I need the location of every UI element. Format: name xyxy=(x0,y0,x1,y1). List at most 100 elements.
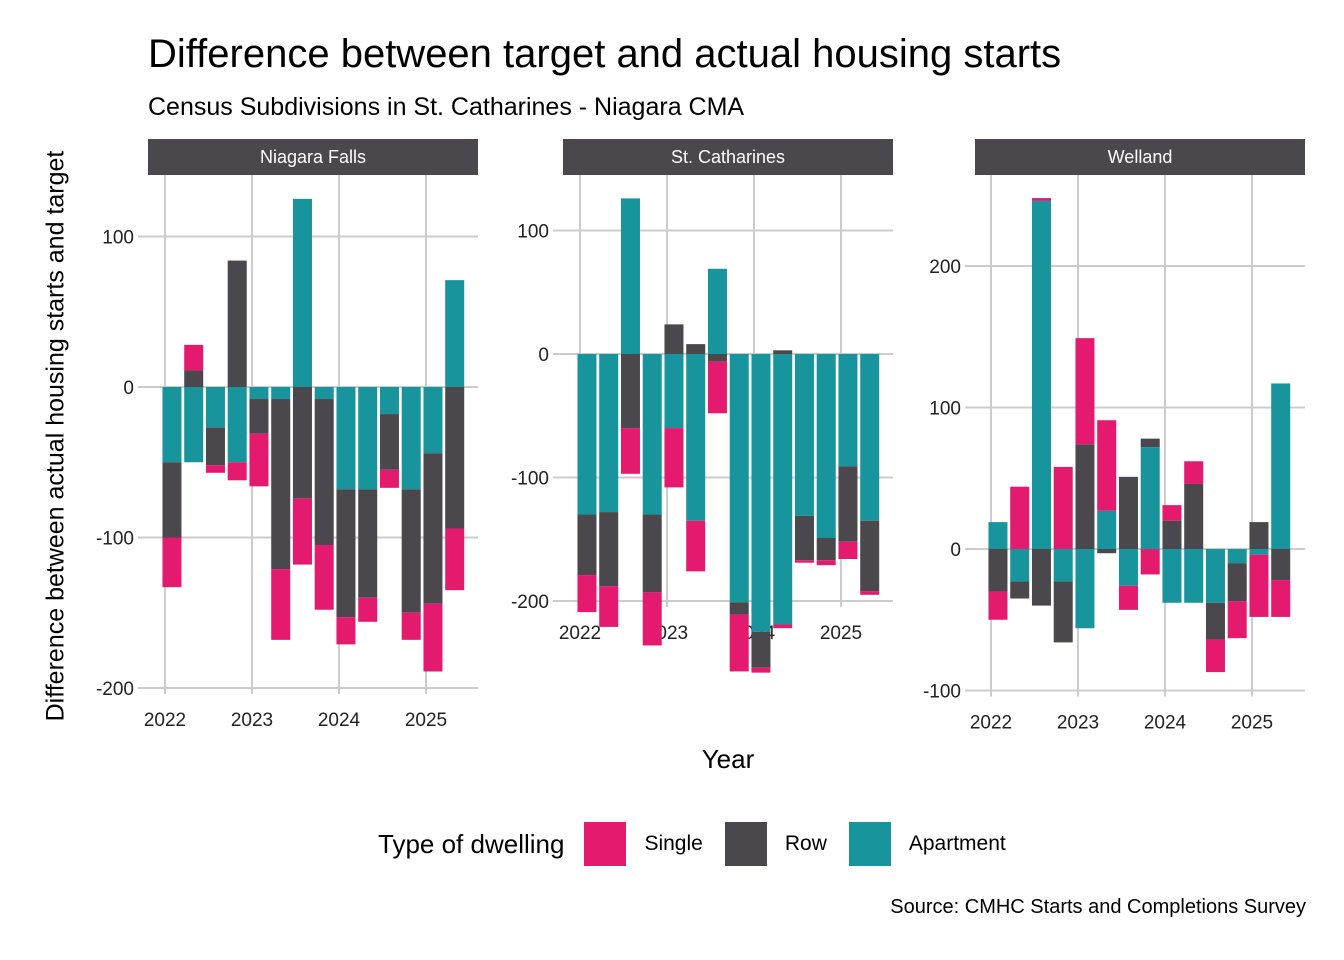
bar-st-catharines-apartment-2 xyxy=(620,198,640,354)
bar-niagara-falls-single-11 xyxy=(401,612,421,640)
bar-welland-single-3 xyxy=(1053,466,1073,549)
y-tick-label: 100 xyxy=(929,399,961,420)
x-tick-label: 2022 xyxy=(970,713,1012,734)
bar-st-catharines-row-6 xyxy=(707,354,727,362)
bar-st-catharines-single-0 xyxy=(577,575,597,613)
bar-welland-apartment-9 xyxy=(1184,549,1204,603)
bar-st-catharines-apartment-4 xyxy=(664,354,684,429)
bar-niagara-falls-row-6 xyxy=(292,387,312,499)
bar-st-catharines-apartment-1 xyxy=(599,354,619,513)
legend-label-single: Single xyxy=(644,832,703,855)
bar-niagara-falls-single-7 xyxy=(314,545,334,610)
bar-niagara-falls-single-0 xyxy=(162,537,182,588)
legend-key-row xyxy=(724,822,767,866)
bar-niagara-falls-apartment-3 xyxy=(227,387,247,463)
y-tick-label: 200 xyxy=(929,257,961,278)
bar-st-catharines-row-9 xyxy=(773,350,793,354)
bar-st-catharines-single-9 xyxy=(773,624,793,629)
bar-niagara-falls-single-10 xyxy=(379,469,399,488)
bar-st-catharines-row-4 xyxy=(664,324,684,354)
bar-welland-single-8 xyxy=(1162,505,1182,521)
bar-welland-row-1 xyxy=(1010,581,1030,599)
bar-niagara-falls-single-5 xyxy=(271,569,291,640)
legend-key-apartment xyxy=(848,822,891,866)
bar-welland-single-13 xyxy=(1271,580,1291,617)
bar-st-catharines-apartment-8 xyxy=(751,354,771,632)
bar-welland-apartment-4 xyxy=(1075,549,1095,629)
x-tick-label: 2022 xyxy=(559,623,601,644)
x-tick-label: 2025 xyxy=(405,710,447,731)
x-tick-label: 2024 xyxy=(318,710,361,731)
bar-welland-single-4 xyxy=(1075,338,1095,445)
legend-title: Type of dwelling xyxy=(378,828,565,859)
bar-niagara-falls-row-1 xyxy=(184,370,204,387)
bar-st-catharines-apartment-13 xyxy=(860,354,880,521)
bar-niagara-falls-single-9 xyxy=(358,597,378,622)
bar-welland-single-11 xyxy=(1227,601,1247,639)
facet-strip-niagara-falls xyxy=(148,139,478,175)
bar-st-catharines-single-7 xyxy=(729,614,749,672)
bar-welland-single-10 xyxy=(1205,639,1225,673)
bar-welland-row-8 xyxy=(1162,520,1182,549)
bar-st-catharines-single-12 xyxy=(838,541,858,560)
bar-st-catharines-apartment-10 xyxy=(794,354,814,516)
bar-st-catharines-apartment-12 xyxy=(838,354,858,467)
bar-niagara-falls-row-3 xyxy=(227,260,247,387)
bar-st-catharines-single-10 xyxy=(794,560,814,563)
y-tick-label: 0 xyxy=(123,378,134,399)
bar-welland-single-2 xyxy=(1031,198,1051,201)
bar-welland-single-12 xyxy=(1249,554,1269,617)
facet-label-niagara-falls: Niagara Falls xyxy=(260,147,366,167)
x-tick-label: 2023 xyxy=(1057,713,1099,734)
bar-niagara-falls-apartment-7 xyxy=(314,387,334,400)
source-caption: Source: CMHC Starts and Completions Surv… xyxy=(890,896,1306,918)
bar-st-catharines-row-2 xyxy=(620,354,640,429)
bar-st-catharines-apartment-5 xyxy=(686,354,706,521)
bar-st-catharines-single-3 xyxy=(642,592,662,646)
bar-niagara-falls-apartment-8 xyxy=(336,387,356,490)
x-tick-label: 2025 xyxy=(820,623,862,644)
bar-st-catharines-apartment-9 xyxy=(773,354,793,625)
y-tick-label: 0 xyxy=(538,345,549,366)
bar-st-catharines-single-1 xyxy=(599,586,619,627)
bar-st-catharines-apartment-11 xyxy=(816,354,836,539)
bar-welland-row-7 xyxy=(1140,438,1160,448)
facet-label-st-catharines: St. Catharines xyxy=(671,147,785,167)
bar-welland-apartment-8 xyxy=(1162,549,1182,603)
bar-st-catharines-apartment-7 xyxy=(729,354,749,603)
bar-welland-single-9 xyxy=(1184,461,1204,484)
legend-label-apartment: Apartment xyxy=(908,832,1006,855)
bar-welland-row-10 xyxy=(1205,602,1225,640)
bar-niagara-falls-row-4 xyxy=(249,399,269,434)
bar-niagara-falls-apartment-2 xyxy=(205,387,225,428)
y-tick-label: -200 xyxy=(511,592,549,613)
legend: Type of dwelling Single Row Apartment xyxy=(378,820,1028,868)
bar-niagara-falls-single-12 xyxy=(423,603,443,672)
bar-st-catharines-single-11 xyxy=(816,560,836,566)
bar-niagara-falls-apartment-13 xyxy=(445,280,465,387)
bar-niagara-falls-apartment-4 xyxy=(249,387,269,400)
y-tick-label: -200 xyxy=(96,679,134,700)
bar-niagara-falls-apartment-12 xyxy=(423,387,443,454)
bar-st-catharines-row-7 xyxy=(729,602,749,615)
bar-niagara-falls-single-8 xyxy=(336,617,356,645)
bar-welland-row-0 xyxy=(988,549,1008,592)
facet-label-welland: Welland xyxy=(1108,147,1173,167)
bar-niagara-falls-apartment-10 xyxy=(379,387,399,415)
bar-st-catharines-single-4 xyxy=(664,428,684,488)
x-tick-label: 2024 xyxy=(1144,713,1187,734)
bar-st-catharines-single-2 xyxy=(620,428,640,474)
x-axis-label: Year xyxy=(701,744,755,774)
bar-niagara-falls-single-4 xyxy=(249,433,269,487)
bar-st-catharines-row-11 xyxy=(816,538,836,561)
bar-welland-apartment-10 xyxy=(1205,549,1225,603)
bar-niagara-falls-apartment-1 xyxy=(184,387,204,463)
bar-st-catharines-row-5 xyxy=(686,344,706,354)
bar-st-catharines-row-0 xyxy=(577,514,597,576)
bar-welland-single-5 xyxy=(1097,420,1117,511)
bar-welland-row-12 xyxy=(1249,522,1269,549)
bar-welland-apartment-12 xyxy=(1249,549,1269,555)
bar-welland-row-9 xyxy=(1184,483,1204,549)
bar-welland-apartment-3 xyxy=(1053,549,1073,582)
